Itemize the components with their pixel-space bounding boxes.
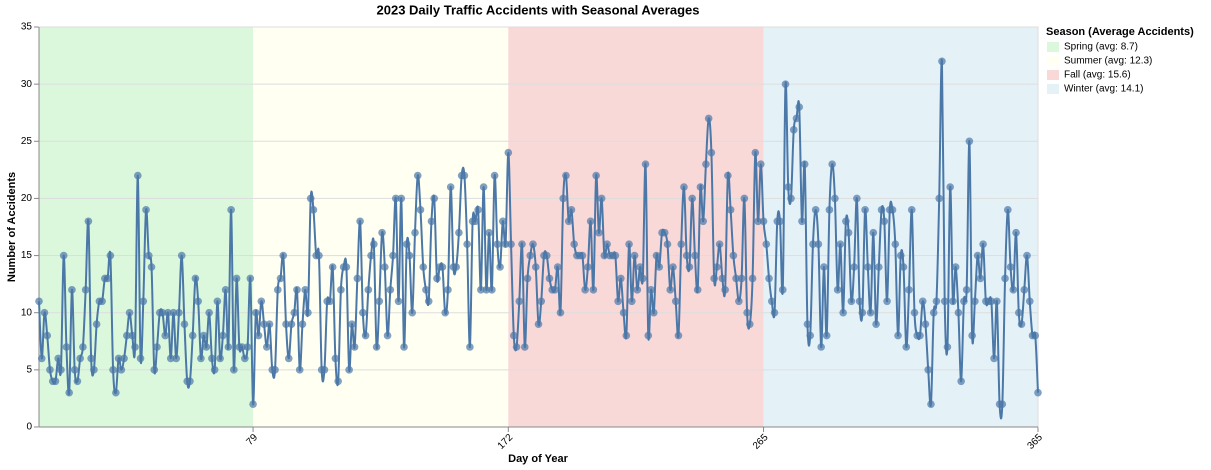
x-tick-label: 79 [244, 432, 260, 448]
legend-swatch [1047, 42, 1059, 52]
x-tick-label: 172 [496, 432, 516, 452]
y-tick-label: 30 [21, 79, 33, 90]
legend-swatch [1047, 84, 1059, 94]
legend-swatch [1047, 70, 1059, 80]
legend-label: Spring (avg: 8.7) [1064, 42, 1138, 53]
y-axis-title: Number of Accidents [6, 172, 18, 282]
legend-swatch [1047, 56, 1059, 66]
season-band [763, 27, 1038, 427]
chart-title: 2023 Daily Traffic Accidents with Season… [377, 2, 700, 17]
legend-title: Season (Average Accidents) [1046, 26, 1194, 38]
y-tick-label: 25 [21, 136, 33, 147]
legend-label: Summer (avg: 12.3) [1064, 56, 1152, 67]
y-tick-label: 35 [21, 22, 33, 33]
season-band [508, 27, 764, 427]
y-tick-label: 15 [21, 250, 33, 261]
legend-label: Fall (avg: 15.6) [1064, 70, 1131, 81]
season-band [253, 27, 509, 427]
y-tick-label: 5 [26, 364, 32, 375]
legend-label: Winter (avg: 14.1) [1064, 84, 1143, 95]
y-tick-label: 20 [21, 193, 33, 204]
y-tick-label: 10 [21, 307, 33, 318]
x-axis-title: Day of Year [508, 453, 568, 465]
x-tick-label: 265 [751, 432, 771, 452]
y-tick-label: 0 [26, 422, 32, 433]
trend-line [38, 58, 1039, 420]
x-tick-label: 365 [1025, 432, 1045, 452]
